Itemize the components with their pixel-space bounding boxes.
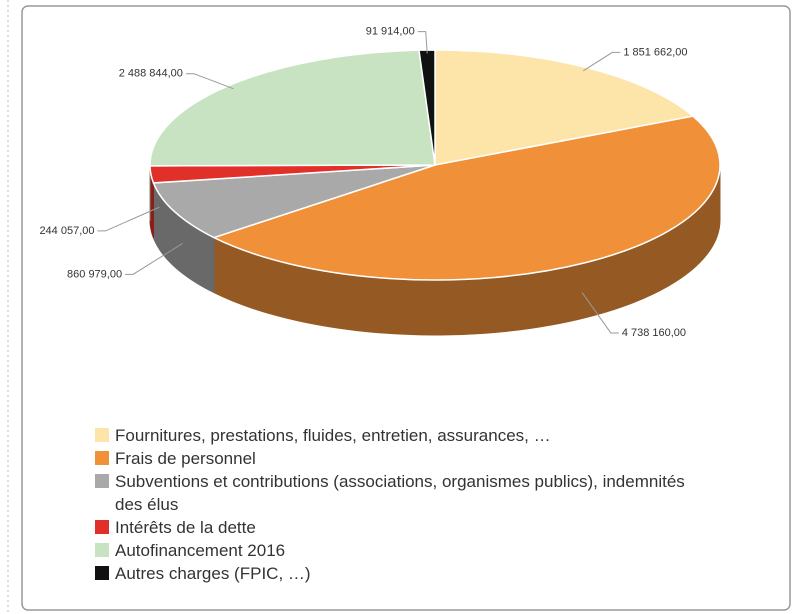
legend-label: Subventions et contributions (associatio… (115, 472, 685, 514)
legend-label: Frais de personnel (115, 449, 256, 468)
legend-item: Fournitures, prestations, fluides, entre… (95, 424, 685, 447)
legend-item: Autres charges (FPIC, …) (95, 562, 685, 585)
legend-item: Frais de personnel (95, 447, 685, 470)
legend-label: Autofinancement 2016 (115, 541, 286, 560)
data-label: 2 488 844,00 (119, 68, 183, 80)
legend-swatch (95, 451, 109, 465)
leader-line (97, 206, 160, 232)
slice (149, 49, 436, 167)
legend-swatch (95, 543, 109, 557)
leader-line (417, 31, 428, 54)
legend-label: Intérêts de la dette (115, 518, 256, 537)
legend-label: Fournitures, prestations, fluides, entre… (115, 426, 551, 445)
legend-swatch (95, 474, 109, 488)
legend: Fournitures, prestations, fluides, entre… (95, 424, 685, 585)
data-label: 91 914,00 (366, 26, 415, 38)
legend-label: Autres charges (FPIC, …) (115, 564, 311, 583)
legend-swatch (95, 428, 109, 442)
legend-item: Autofinancement 2016 (95, 539, 685, 562)
data-label: 244 057,00 (39, 225, 94, 237)
legend-swatch (95, 566, 109, 580)
leader-line (185, 73, 234, 90)
slice (211, 115, 721, 281)
legend-item: Intérêts de la dette (95, 516, 685, 539)
data-label: 860 979,00 (67, 268, 122, 280)
slice (152, 164, 436, 239)
leader-line (125, 243, 183, 275)
leader-line (581, 292, 619, 334)
legend-swatch (95, 520, 109, 534)
frame (21, 5, 791, 611)
legend-item: Subventions et contributions (associatio… (95, 470, 685, 516)
leader-line (583, 51, 621, 72)
data-label: 1 851 662,00 (623, 46, 687, 58)
data-label: 4 738 160,00 (622, 327, 686, 339)
